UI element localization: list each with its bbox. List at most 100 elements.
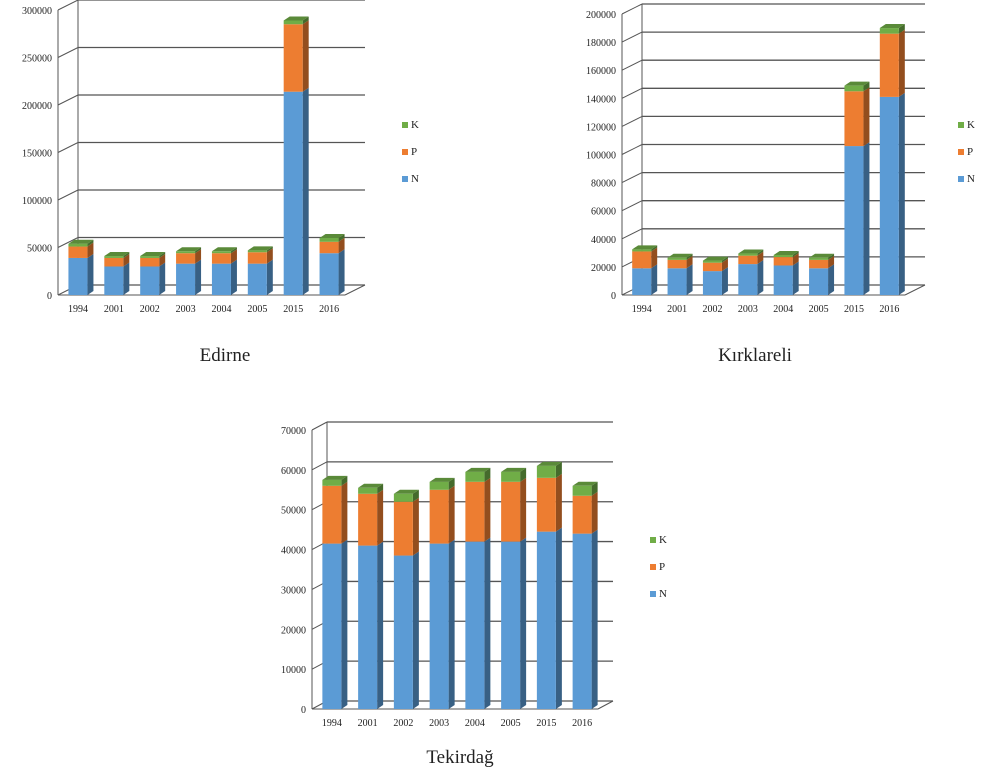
bar-kirklareli-1994-P: [632, 251, 652, 269]
bar-top-kirklareli-2005: [809, 253, 835, 258]
bar-side-edirne-2005-K: [266, 246, 273, 253]
legend-label-kirklareli-P: P: [967, 146, 973, 158]
legend-swatch-edirne-N: [402, 176, 408, 182]
bar-side-tekirdag-2002-P: [412, 497, 419, 556]
bar-tekirdag-2016-K: [572, 485, 592, 496]
bar-tekirdag-2002-K: [393, 493, 413, 502]
bar-kirklareli-2004-N: [773, 265, 793, 295]
bar-kirklareli-2005-K: [809, 257, 829, 260]
bar-kirklareli-2016-N: [879, 96, 899, 296]
bar-side-tekirdag-2015-N: [555, 527, 562, 709]
bar-side-tekirdag-2016-P: [591, 491, 598, 534]
bar-top-kirklareli-2002: [702, 256, 728, 261]
bar-top-kirklareli-2001: [667, 253, 693, 258]
bar-top-edirne-2004: [211, 247, 237, 252]
bar-side-kirklareli-2002-K: [721, 256, 728, 263]
legend-swatch-tekirdag-P: [650, 564, 656, 570]
bar-side-kirklareli-2001-N: [686, 264, 693, 295]
bar-side-edirne-2003-K: [195, 247, 202, 254]
bar-edirne-2004-P: [211, 253, 231, 264]
chart-kirklareli: 0 20000 40000 60000 80000 100000 120000 140000 1…: [500, 0, 981, 330]
bar-side-tekirdag-2003-K: [448, 477, 455, 490]
bar-kirklareli-2016-K: [879, 28, 899, 34]
x-tick-label-tekirdag-0: 1994: [322, 718, 342, 729]
x-tick-label-edirne-1: 2001: [104, 304, 124, 315]
bar-kirklareli-2016-P: [879, 33, 899, 97]
y-tick-label-edirne-0: 0: [47, 291, 52, 302]
y-tick-label-kirklareli-10: 200000: [586, 10, 616, 21]
bar-tekirdag-2005-N: [501, 541, 521, 709]
bar-side-tekirdag-2015-K: [555, 461, 562, 478]
bar-side-edirne-2004-N: [230, 259, 237, 295]
bar-edirne-2003-P: [176, 253, 196, 264]
bar-side-kirklareli-2015-P: [863, 87, 870, 147]
bar-top-kirklareli-2015: [844, 81, 870, 86]
legend-swatch-kirklareli-N: [958, 176, 964, 182]
bar-side-edirne-2003-P: [195, 249, 202, 264]
x-tick-label-tekirdag-4: 2004: [465, 718, 485, 729]
bar-side-kirklareli-2004-N: [792, 261, 799, 295]
bar-side-kirklareli-2005-P: [828, 255, 835, 269]
legend-label-edirne-N: N: [411, 173, 419, 185]
bar-side-edirne-2004-K: [230, 247, 237, 254]
bar-tekirdag-1994-N: [322, 543, 342, 709]
bar-top-tekirdag-2005: [501, 467, 527, 472]
chart-kirklareli-svg: 0 20000 40000 60000 80000 100000 120000 140000 1…: [586, 3, 975, 315]
bar-side-edirne-2005-P: [266, 248, 273, 264]
bar-kirklareli-2001-K: [667, 257, 687, 260]
bar-top-edirne-1994: [68, 239, 94, 244]
bar-edirne-2002-K: [140, 256, 160, 258]
bar-tekirdag-2001-K: [358, 487, 378, 494]
bar-side-tekirdag-2004-N: [484, 537, 491, 709]
bar-top-tekirdag-1994: [322, 475, 348, 480]
bar-side-tekirdag-2003-N: [448, 539, 455, 709]
x-tick-label-kirklareli-4: 2004: [773, 304, 793, 315]
y-tick-label-edirne-2: 100000: [22, 196, 52, 207]
bar-edirne-2003-N: [176, 263, 196, 295]
legend-label-tekirdag-P: P: [659, 561, 665, 573]
bar-side-kirklareli-2004-K: [792, 250, 799, 258]
bar-tekirdag-2016-P: [572, 495, 592, 534]
floor-edge-tekirdag: [597, 700, 614, 710]
bar-tekirdag-2015-P: [536, 477, 556, 532]
floor-edge-edirne: [344, 284, 366, 296]
y-tick-label-edirne-1: 50000: [27, 244, 52, 255]
bar-edirne-1994-P: [68, 246, 88, 258]
y-tick-label-kirklareli-5: 100000: [586, 151, 616, 162]
bar-edirne-2001-K: [104, 256, 124, 258]
bar-tekirdag-1994-P: [322, 485, 342, 544]
bar-side-edirne-2016-P: [338, 237, 345, 254]
bar-edirne-1994-N: [68, 257, 88, 295]
grid-diag-kirklareli-7: [621, 87, 643, 99]
bar-side-edirne-2004-P: [230, 249, 237, 264]
chart-edirne-svg: 0 50000 100000 150000 200000 250000 300000 1994…: [22, 0, 419, 315]
grid-diag-tekirdag-7: [311, 421, 328, 431]
x-tick-label-tekirdag-7: 2016: [572, 718, 592, 729]
bar-edirne-2005-K: [247, 250, 267, 253]
bar-side-edirne-2001-P: [123, 253, 130, 267]
legend-label-kirklareli-N: N: [967, 173, 975, 185]
bar-side-kirklareli-1994-N: [651, 264, 658, 295]
bar-side-kirklareli-1994-K: [651, 245, 658, 252]
y-tick-label-tekirdag-3: 30000: [281, 585, 306, 596]
bar-top-tekirdag-2001: [358, 483, 384, 488]
bar-side-edirne-2002-N: [159, 262, 166, 295]
bar-edirne-1994-K: [68, 243, 88, 247]
grid-diag-tekirdag-6: [311, 461, 328, 471]
chart-tekirdag: 0 10000 20000 30000 40000 50000 60000 70000 1994…: [240, 415, 720, 735]
x-tick-label-kirklareli-5: 2005: [809, 304, 829, 315]
bar-edirne-2016-P: [319, 241, 339, 254]
y-tick-label-kirklareli-0: 0: [611, 291, 616, 302]
bar-edirne-2003-K: [176, 251, 196, 254]
bar-side-tekirdag-2005-N: [520, 537, 527, 709]
bar-tekirdag-2003-P: [429, 489, 449, 544]
bar-kirklareli-1994-N: [632, 268, 652, 295]
bar-side-tekirdag-1994-P: [341, 481, 348, 544]
bar-side-kirklareli-2016-P: [898, 29, 905, 97]
bar-kirklareli-2003-K: [738, 253, 758, 256]
bar-side-edirne-2015-N: [302, 87, 309, 295]
x-tick-label-tekirdag-2: 2002: [393, 718, 413, 729]
x-tick-label-kirklareli-1: 2001: [667, 304, 687, 315]
grid-diag-kirklareli-5: [621, 144, 643, 155]
bar-side-kirklareli-2003-P: [757, 251, 764, 265]
